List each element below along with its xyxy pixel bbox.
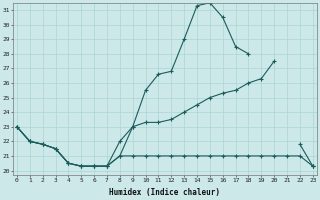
X-axis label: Humidex (Indice chaleur): Humidex (Indice chaleur) — [109, 188, 220, 197]
